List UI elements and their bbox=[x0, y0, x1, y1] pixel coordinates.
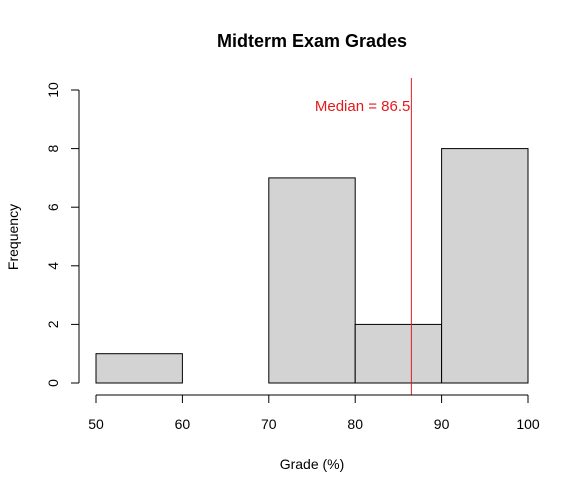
y-tick-label: 6 bbox=[45, 203, 61, 211]
histogram-bar bbox=[95, 353, 183, 384]
y-tick-label: 4 bbox=[45, 262, 61, 270]
chart-title: Midterm Exam Grades bbox=[217, 31, 407, 51]
x-axis-label: Grade (%) bbox=[280, 456, 345, 472]
x-tick-label: 70 bbox=[261, 416, 277, 432]
bars-group bbox=[95, 148, 529, 384]
y-axis: 0 2 4 6 8 10 bbox=[45, 82, 80, 387]
median-layer: Median = 86.5 bbox=[315, 78, 412, 395]
x-tick-label: 80 bbox=[347, 416, 363, 432]
x-tick-label: 50 bbox=[88, 416, 104, 432]
x-tick-label: 100 bbox=[516, 416, 540, 432]
y-tick-label: 8 bbox=[45, 144, 61, 152]
median-annotation: Median = 86.5 bbox=[315, 98, 411, 115]
y-tick-label: 2 bbox=[45, 320, 61, 328]
x-axis: 50 60 70 80 90 100 bbox=[88, 394, 540, 432]
histogram-bar bbox=[441, 148, 529, 384]
histogram-bar bbox=[268, 177, 356, 384]
x-tick-label: 90 bbox=[434, 416, 450, 432]
y-tick-label: 10 bbox=[45, 82, 61, 98]
histogram-bar bbox=[354, 323, 443, 384]
y-axis-label: Frequency bbox=[5, 204, 21, 270]
x-tick-label: 60 bbox=[175, 416, 191, 432]
y-tick-label: 0 bbox=[45, 379, 61, 387]
